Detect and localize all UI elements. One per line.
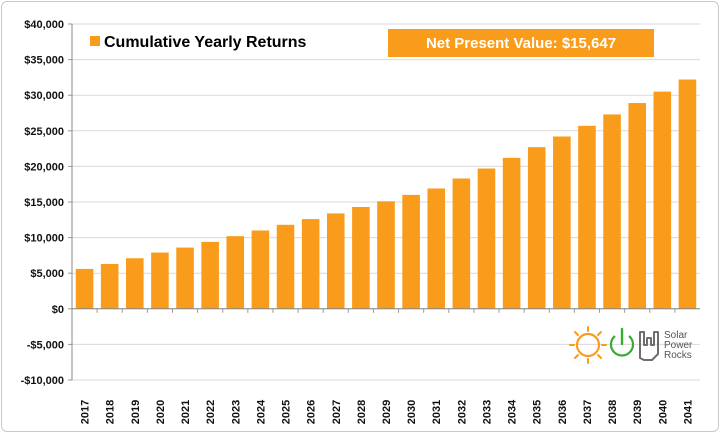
bars xyxy=(75,79,697,309)
bar-2025 xyxy=(276,224,295,309)
bar-2017 xyxy=(75,268,94,309)
x-tick-label: 2035 xyxy=(532,400,544,424)
solar-power-rocks-logo: Solar Power Rocks xyxy=(569,326,693,364)
bar-2040 xyxy=(653,91,672,309)
y-tick-label: $0 xyxy=(52,304,64,316)
bar-2024 xyxy=(251,230,270,309)
y-tick-label: $40,000 xyxy=(24,19,64,31)
bar-2028 xyxy=(352,206,370,309)
y-tick-label: -$5,000 xyxy=(27,339,64,351)
y-tick-label: $30,000 xyxy=(24,90,64,102)
bar-2034 xyxy=(502,157,521,309)
x-tick-label: 2017 xyxy=(80,400,92,424)
bar-2026 xyxy=(301,219,320,309)
bar-2018 xyxy=(100,263,119,309)
x-tick-label: 2018 xyxy=(105,400,117,424)
x-tick-label: 2019 xyxy=(130,400,142,424)
legend-label: Cumulative Yearly Returns xyxy=(104,34,307,51)
x-tick-label: 2028 xyxy=(356,400,368,424)
logo-line-3: Rocks xyxy=(664,350,692,361)
x-tick-label: 2040 xyxy=(657,400,669,424)
legend-swatch xyxy=(90,36,100,46)
rock-hand-icon xyxy=(639,331,659,361)
sun-icon xyxy=(569,326,607,364)
logo-line-2: Power xyxy=(664,340,693,351)
y-tick-label: $10,000 xyxy=(24,233,64,245)
bar-2038 xyxy=(603,114,621,309)
x-tick-label: 2032 xyxy=(456,400,468,424)
bar-2019 xyxy=(126,258,144,309)
logo-line-1: Solar xyxy=(664,330,688,341)
x-tick-label: 2024 xyxy=(255,399,267,424)
x-tick-label: 2031 xyxy=(431,400,443,424)
npv-box xyxy=(388,29,654,57)
bar-2027 xyxy=(326,213,345,309)
bar-2041 xyxy=(678,79,697,309)
bar-2031 xyxy=(427,188,446,309)
bar-2036 xyxy=(553,136,571,309)
x-tick-label: 2023 xyxy=(230,400,242,424)
y-tick-label: $15,000 xyxy=(24,197,64,209)
x-axis-ticks: 2017 2018 2019 2020 2021 2022 2023 2024 2025 2026… xyxy=(80,399,695,424)
x-tick-label: 2039 xyxy=(632,400,644,424)
x-tick-label: 2025 xyxy=(281,400,293,424)
npv-annotation: Net Present Value: $15,647 xyxy=(388,29,654,57)
bar-2030 xyxy=(402,194,420,309)
bar-2033 xyxy=(477,168,496,309)
npv-label: Net Present Value: $15,647 xyxy=(426,35,616,52)
bar-2029 xyxy=(377,201,395,309)
x-tick-label: 2027 xyxy=(331,400,343,424)
bar-2022 xyxy=(201,241,219,309)
y-axis-ticks: -$10,000 -$5,000 $0 $5,000 $10,000 $15,000 $20… xyxy=(21,19,72,387)
x-tick-label: 2038 xyxy=(607,400,619,424)
x-tick-label: 2036 xyxy=(557,400,569,424)
x-tick-label: 2022 xyxy=(205,400,217,424)
x-tick-label: 2029 xyxy=(381,400,393,424)
x-tick-label: 2037 xyxy=(582,400,594,424)
bar-2037 xyxy=(578,125,596,309)
x-tick-label: 2021 xyxy=(180,400,192,424)
y-tick-label: $5,000 xyxy=(30,268,64,280)
bar-2020 xyxy=(151,252,169,309)
bar-2032 xyxy=(452,178,471,309)
legend: Cumulative Yearly Returns xyxy=(90,34,307,51)
x-tick-label: 2026 xyxy=(306,400,318,424)
bar-2021 xyxy=(176,247,194,309)
y-tick-label: $25,000 xyxy=(24,126,64,138)
bar-2039 xyxy=(628,103,646,309)
y-tick-label: $35,000 xyxy=(24,55,64,67)
power-icon xyxy=(609,327,635,357)
y-tick-label: $20,000 xyxy=(24,161,64,173)
bar-2023 xyxy=(226,236,245,309)
x-tick-label: 2033 xyxy=(481,400,493,424)
bar-2035 xyxy=(527,147,546,309)
x-tick-label: 2034 xyxy=(507,399,519,424)
x-tick-label: 2020 xyxy=(155,400,167,424)
x-tick-label: 2030 xyxy=(406,400,418,424)
axes xyxy=(71,24,700,380)
y-tick-label: -$10,000 xyxy=(21,375,64,387)
x-tick-label: 2041 xyxy=(682,400,694,424)
